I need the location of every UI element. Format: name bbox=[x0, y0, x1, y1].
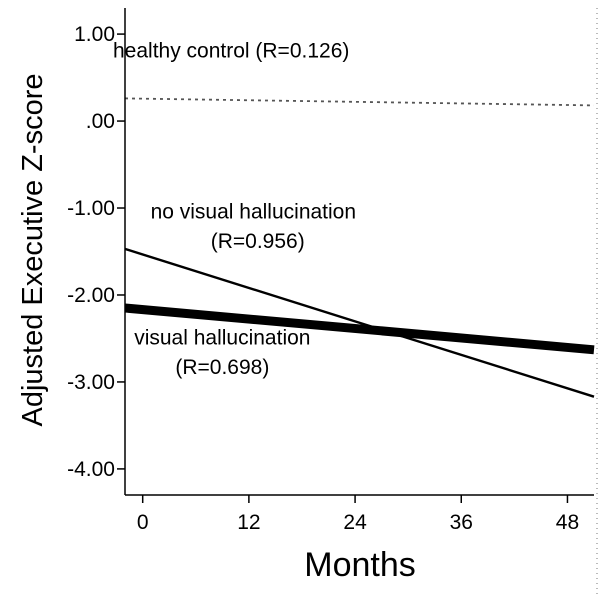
annotations: healthy control (R=0.126) no visual hallu… bbox=[113, 40, 356, 380]
x-axis-title: Months bbox=[304, 546, 416, 584]
axes: 1.00 .00 -1.00 -2.00 -3.00 -4.00 0 12 24 36 48 bbox=[67, 8, 598, 595]
y-tick-label: -4.00 bbox=[67, 458, 115, 481]
x-tick-label: 24 bbox=[343, 511, 367, 534]
annotation-label: no visual hallucination bbox=[151, 200, 356, 223]
y-axis-title: Adjusted Executive Z-score bbox=[17, 74, 49, 427]
y-tick-label: .00 bbox=[86, 110, 115, 133]
x-tick-label: 0 bbox=[137, 511, 149, 534]
x-tick-label: 48 bbox=[556, 511, 579, 534]
y-tick-label: -2.00 bbox=[67, 284, 115, 307]
annotation-label: healthy control (R=0.126) bbox=[113, 40, 349, 63]
x-tick-label: 36 bbox=[450, 511, 473, 534]
series-line-no-visual-hallucination bbox=[124, 247, 595, 398]
series-line-healthy-control bbox=[124, 97, 595, 107]
y-tick-label: -1.00 bbox=[67, 197, 115, 220]
annotation-label: (R=0.956) bbox=[211, 230, 305, 253]
y-tick-label: -3.00 bbox=[67, 371, 115, 394]
series-line-visual-hallucination bbox=[124, 303, 595, 355]
y-tick-label: 1.00 bbox=[74, 23, 115, 46]
annotation-label: visual hallucination bbox=[134, 327, 310, 350]
x-tick-label: 12 bbox=[237, 511, 260, 534]
plot-area bbox=[124, 97, 595, 398]
annotation-label: (R=0.698) bbox=[175, 356, 269, 379]
